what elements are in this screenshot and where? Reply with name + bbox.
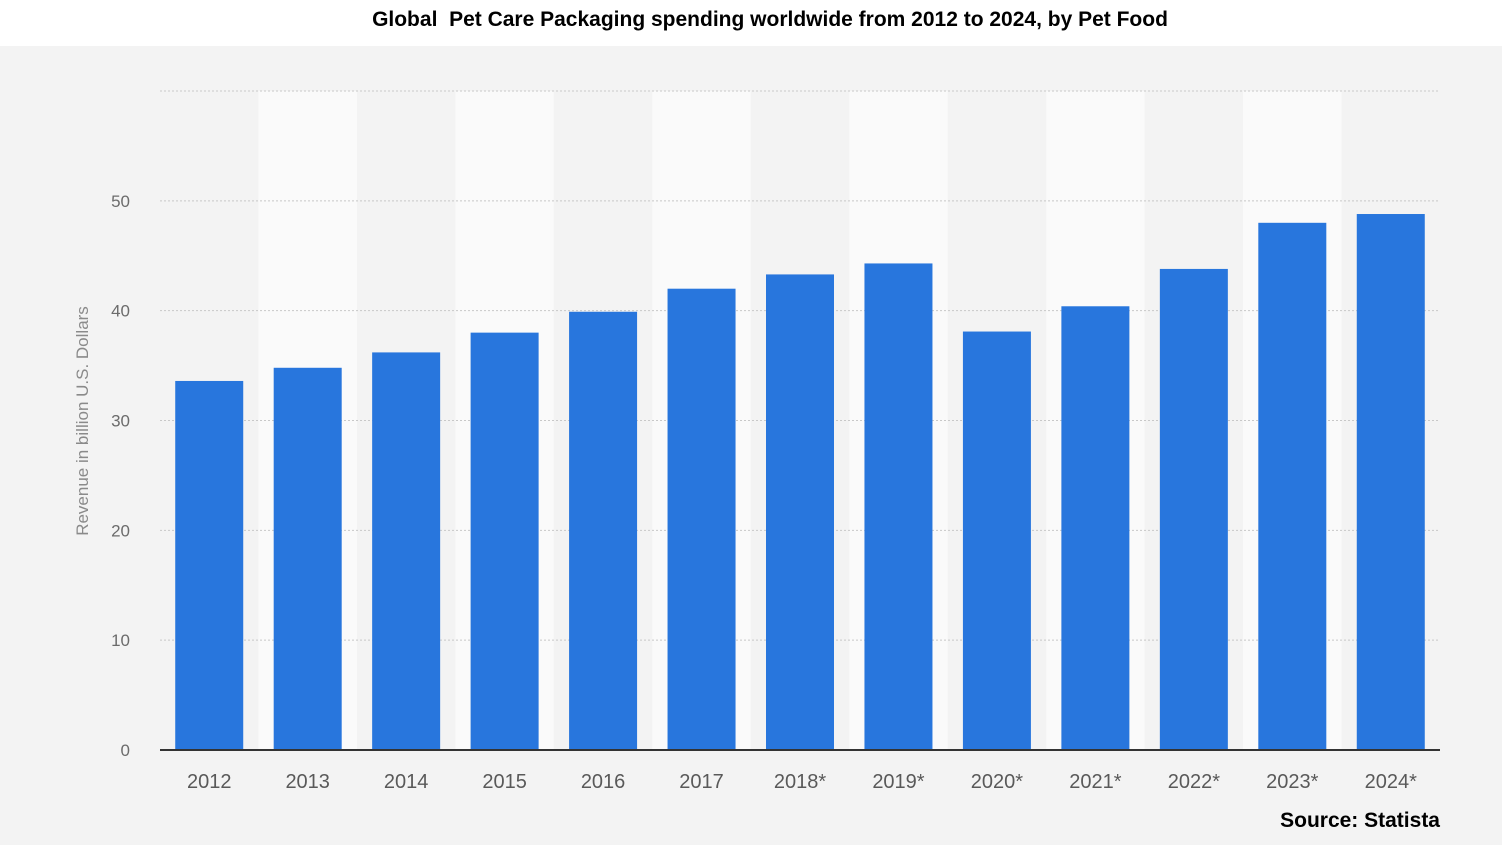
bar <box>864 263 933 750</box>
x-tick-label: 2022* <box>1168 771 1220 793</box>
x-tick-label: 2020* <box>971 771 1023 793</box>
bar <box>372 352 441 750</box>
y-tick-label: 20 <box>111 521 130 540</box>
bar <box>1061 306 1130 750</box>
x-tick-label: 2016 <box>581 771 626 793</box>
bar <box>273 367 342 750</box>
y-tick-label: 0 <box>121 741 130 760</box>
bar <box>569 311 638 750</box>
bar-series <box>175 214 1425 751</box>
bar <box>1356 214 1425 751</box>
bar <box>667 288 736 750</box>
y-tick-label: 10 <box>111 631 130 650</box>
x-tick-label: 2018* <box>774 771 826 793</box>
x-tick-label: 2014 <box>384 771 429 793</box>
x-tick-label: 2015 <box>482 771 527 793</box>
bar <box>470 332 539 750</box>
bar <box>1159 268 1228 750</box>
x-tick-label: 2017 <box>679 771 724 793</box>
y-tick-label: 30 <box>111 412 130 431</box>
y-tick-label: 50 <box>111 192 130 211</box>
source-note: Source: Statista <box>1280 809 1440 832</box>
bar <box>1258 222 1327 751</box>
x-tick-label: 2024* <box>1365 771 1417 793</box>
x-axis-tick-labels: 2012 2013 2014 2015 2016 2017 2018* 2019* 2020* 2… <box>187 771 1417 793</box>
bar <box>175 380 244 750</box>
x-tick-label: 2021* <box>1069 771 1121 793</box>
x-tick-label: 2012 <box>187 771 232 793</box>
bar <box>962 331 1031 750</box>
y-axis-tick-labels: 0 10 20 30 40 50 <box>111 192 130 760</box>
bar <box>766 274 834 750</box>
x-tick-label: 2023* <box>1266 771 1318 793</box>
y-axis-title: Revenue in billion U.S. Dollars <box>73 306 92 536</box>
x-tick-label: 2019* <box>872 771 924 793</box>
x-tick-label: 2013 <box>285 771 330 793</box>
y-tick-label: 40 <box>111 302 130 321</box>
chart-title: Global Pet Care Packaging spending world… <box>372 8 1168 31</box>
